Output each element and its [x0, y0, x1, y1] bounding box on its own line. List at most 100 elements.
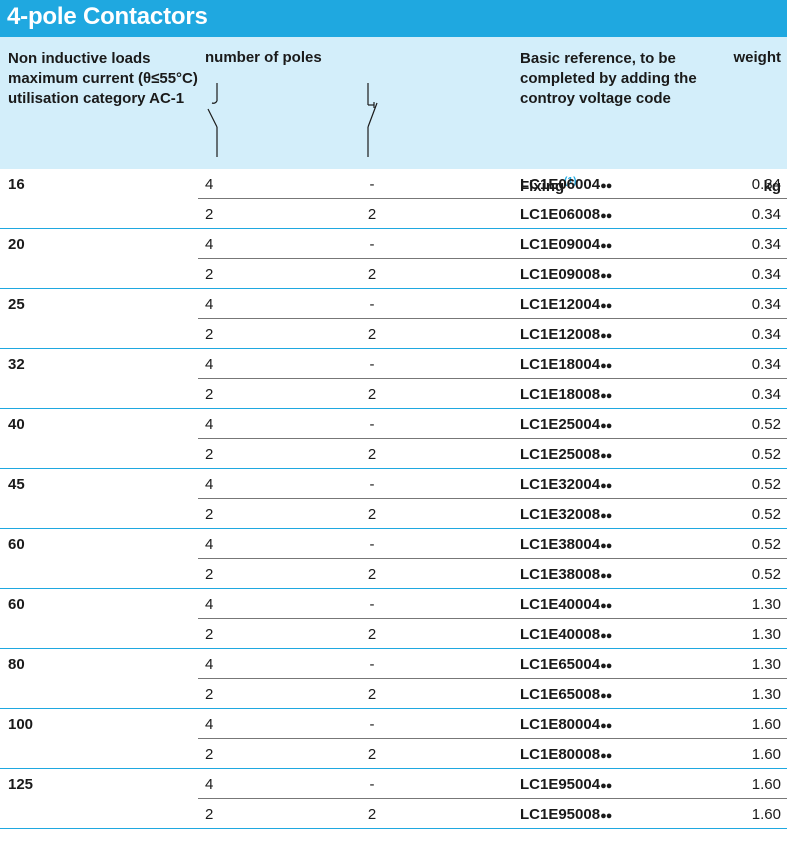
voltage-code-placeholder: ●● [600, 210, 612, 222]
poles-nc: - [369, 476, 375, 493]
table-row: 125 4 - LC1E95004●● 1.60 [0, 769, 787, 799]
table-row: 100 4 - LC1E80004●● 1.60 [0, 709, 787, 739]
reference-cell: LC1E09008●● [520, 266, 612, 283]
voltage-code-placeholder: ●● [600, 750, 612, 762]
reference-cell: LC1E95008●● [520, 806, 612, 823]
poles-nc: 2 [367, 386, 377, 403]
poles-nc: - [369, 416, 375, 433]
poles-nc: 2 [367, 746, 377, 763]
reference-code: LC1E12004 [520, 296, 601, 313]
voltage-code-placeholder: ●● [600, 360, 612, 372]
header-weight: weight [733, 49, 782, 66]
table-row: 2 2 LC1E65008●● 1.30 [0, 679, 787, 709]
weight-value: 0.52 [751, 566, 781, 583]
header-poles: number of poles [205, 49, 322, 66]
max-current: 16 [8, 176, 25, 193]
poles-no: 4 [205, 476, 214, 493]
reference-code: LC1E80004 [520, 716, 601, 733]
voltage-code-placeholder: ●● [600, 480, 612, 492]
voltage-code-placeholder: ●● [600, 540, 612, 552]
weight-value: 0.34 [751, 296, 781, 313]
table-body: 16 4- LC1E06004●● 0.34 2 2 LC1E06008●● 0.34 20 4-… [0, 169, 787, 829]
voltage-code-placeholder: ●● [600, 810, 612, 822]
weight-value: 0.52 [751, 536, 781, 553]
reference-cell: LC1E80008●● [520, 746, 612, 763]
poles-nc: 2 [367, 266, 377, 283]
voltage-code-placeholder: ●● [600, 660, 612, 672]
reference-code: LC1E25008 [520, 446, 601, 463]
reference-cell: LC1E25004●● [520, 416, 612, 433]
weight-value: 1.30 [751, 626, 781, 643]
table-row: 2 2 LC1E09008●● 0.34 [0, 259, 787, 289]
reference-cell: LC1E09004●● [520, 236, 612, 253]
poles-nc: 2 [367, 206, 377, 223]
poles-nc: 2 [367, 626, 377, 643]
voltage-code-placeholder: ●● [600, 780, 612, 792]
poles-no: 4 [205, 236, 214, 253]
max-current: 25 [8, 296, 25, 313]
poles-no: 4 [205, 776, 214, 793]
voltage-code-placeholder: ●● [600, 630, 612, 642]
page-title: 4-pole Contactors [7, 3, 208, 30]
weight-value: 1.60 [751, 716, 781, 733]
reference-cell: LC1E12004●● [520, 296, 612, 313]
reference-cell: LC1E38008●● [520, 566, 612, 583]
max-current: 20 [8, 236, 25, 253]
poles-nc: - [369, 296, 375, 313]
reference-code: LC1E06004 [520, 176, 601, 193]
weight-value: 1.60 [751, 806, 781, 823]
reference-code: LC1E06008 [520, 206, 601, 223]
poles-no: 2 [205, 566, 214, 583]
poles-no: 4 [205, 296, 214, 313]
poles-nc: 2 [367, 446, 377, 463]
reference-cell: LC1E12008●● [520, 326, 612, 343]
poles-no: 4 [205, 656, 214, 673]
poles-no: 4 [205, 716, 214, 733]
reference-code: LC1E65004 [520, 656, 601, 673]
weight-value: 0.34 [751, 236, 781, 253]
reference-code: LC1E25004 [520, 416, 601, 433]
weight-value: 1.30 [751, 596, 781, 613]
reference-code: LC1E32008 [520, 506, 601, 523]
header-fixing: Fixing(1) [520, 176, 577, 195]
poles-no: 2 [205, 206, 214, 223]
max-current: 60 [8, 536, 25, 553]
max-current: 80 [8, 656, 25, 673]
weight-value: 0.34 [751, 356, 781, 373]
poles-no: 2 [205, 626, 214, 643]
reference-code: LC1E18004 [520, 356, 601, 373]
poles-nc: - [369, 596, 375, 613]
table-row: 40 4 - LC1E25004●● 0.52 [0, 409, 787, 439]
poles-no: 2 [205, 386, 214, 403]
max-current: 40 [8, 416, 25, 433]
poles-no: 4 [205, 416, 214, 433]
reference-cell: LC1E95004●● [520, 776, 612, 793]
reference-code: LC1E38008 [520, 566, 601, 583]
weight-value: 0.34 [751, 206, 781, 223]
weight-value: 0.52 [751, 506, 781, 523]
weight-value: 1.60 [751, 746, 781, 763]
table-row: 60 4 - LC1E38004●● 0.52 [0, 529, 787, 559]
max-current: 125 [8, 776, 34, 793]
reference-code: LC1E32004 [520, 476, 601, 493]
voltage-code-placeholder: ●● [600, 720, 612, 732]
poles-no: 4 [205, 596, 214, 613]
reference-cell: LC1E38004●● [520, 536, 612, 553]
voltage-code-placeholder: ●● [600, 570, 612, 582]
poles-nc: - [369, 536, 375, 553]
poles-nc: 2 [367, 506, 377, 523]
reference-code: LC1E09004 [520, 236, 601, 253]
poles-nc: - [369, 176, 375, 193]
poles-no: 4 [205, 536, 214, 553]
reference-cell: LC1E32008●● [520, 506, 612, 523]
reference-cell: LC1E40004●● [520, 596, 612, 613]
voltage-code-placeholder: ●● [600, 330, 612, 342]
fixing-footnote: (1) [564, 176, 577, 187]
voltage-code-placeholder: ●● [600, 420, 612, 432]
reference-code: LC1E95008 [520, 806, 601, 823]
poles-no: 2 [205, 686, 214, 703]
weight-value: 0.52 [751, 416, 781, 433]
reference-code: LC1E38004 [520, 536, 601, 553]
max-current: 100 [8, 716, 34, 733]
